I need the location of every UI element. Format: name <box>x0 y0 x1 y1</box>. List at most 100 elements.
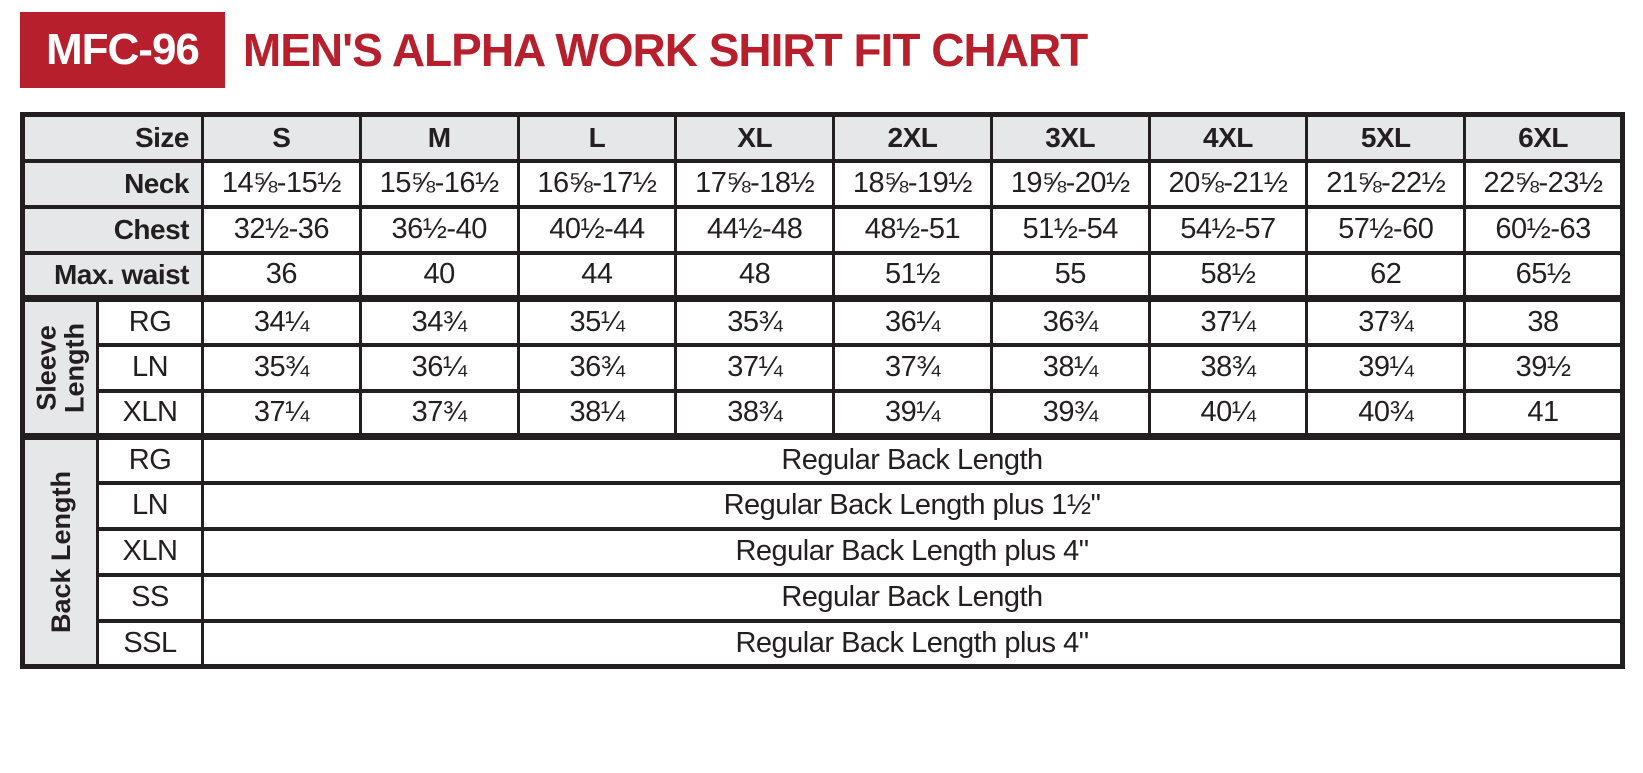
back-length-row: XLN Regular Back Length plus 4" <box>23 526 1624 577</box>
measurement-value-cell: 48½-51 <box>832 204 993 255</box>
measurement-value-cell: 14⅝-15½ <box>201 158 362 209</box>
measurement-value-cell: 48 <box>674 250 836 301</box>
page-header: MFC-96 MEN'S ALPHA WORK SHIRT FIT CHART <box>20 12 1643 88</box>
sleeve-variant-label: LN <box>96 342 204 393</box>
sleeve-length-group-label-text: Sleeve Length <box>31 322 90 413</box>
sleeve-length-group-label: Sleeve Length <box>21 295 99 439</box>
measurement-value-cell: 16⅝-17½ <box>516 158 678 209</box>
sleeve-value-cell: 36¾ <box>516 342 678 393</box>
size-header-cell: S <box>201 112 362 163</box>
back-length-value-cell: Regular Back Length <box>201 572 1624 623</box>
back-length-value-cell: Regular Back Length plus 1½" <box>201 480 1624 531</box>
sleeve-length-row: XLN 37¼ 37¾ 38¼ 38¾ 39¼ 39¾ 40¼ 40¾ 41 <box>23 388 1624 439</box>
sleeve-value-cell: 38 <box>1463 295 1624 347</box>
back-length-value-cell: Regular Back Length plus 4" <box>201 618 1624 669</box>
back-length-group-label-line: Back Length <box>45 470 76 634</box>
measurement-row: Chest 32½-36 36½-40 40½-44 44½-48 48½-51 51½-5… <box>21 204 1624 255</box>
measurement-value-cell: 40 <box>358 250 520 301</box>
measurement-label: Max. waist <box>21 250 204 301</box>
sleeve-value-cell: 37¾ <box>358 388 520 439</box>
sleeve-value-cell: 34¼ <box>201 295 362 347</box>
sleeve-length-row: LN 35¾ 36¼ 36¾ 37¼ 37¾ 38¼ 38¾ 39¼ 39½ <box>23 342 1624 393</box>
sleeve-value-cell: 40¼ <box>1147 388 1309 439</box>
measurement-value-cell: 65½ <box>1463 250 1624 301</box>
sleeve-value-cell: 37¾ <box>832 342 993 393</box>
measurement-value-cell: 57½-60 <box>1305 204 1467 255</box>
back-length-value-cell: Regular Back Length <box>201 433 1624 485</box>
measurement-value-cell: 62 <box>1305 250 1467 301</box>
sleeve-variant-label: XLN <box>96 388 204 439</box>
measurement-row: Max. waist 36 40 44 48 51½ 55 58½ 62 65½ <box>21 250 1624 301</box>
size-header-cell: 2XL <box>832 112 993 163</box>
sleeve-value-cell: 36¼ <box>358 342 520 393</box>
measurement-value-cell: 40½-44 <box>516 204 678 255</box>
measurement-value-cell: 21⅝-22½ <box>1305 158 1467 209</box>
sleeve-value-cell: 37¼ <box>201 388 362 439</box>
measurement-value-cell: 60½-63 <box>1463 204 1624 255</box>
sleeve-value-cell: 39½ <box>1463 342 1624 393</box>
measurement-value-cell: 51½-54 <box>989 204 1151 255</box>
sleeve-value-cell: 39¾ <box>989 388 1151 439</box>
measurement-row: Neck 14⅝-15½ 15⅝-16½ 16⅝-17½ 17⅝-18½ 18⅝-19½ 1… <box>21 158 1624 209</box>
measurement-value-cell: 51½ <box>832 250 993 301</box>
sleeve-value-cell: 38¾ <box>1147 342 1309 393</box>
sleeve-length-row: Sleeve Length RG 34¼ 34¾ 35¼ 35¾ 36¼ 36¾ 37¼ 37¾ 38 <box>21 295 1624 439</box>
size-corner-label: Size <box>21 112 204 163</box>
sleeve-value-cell: 35¼ <box>516 295 678 347</box>
size-header-cell: L <box>516 112 678 163</box>
back-variant-label: XLN <box>96 526 204 577</box>
back-variant-label: SSL <box>96 618 204 669</box>
back-length-row: Back Length RG Regular Back Length <box>21 433 1624 669</box>
sleeve-value-cell: 41 <box>1463 388 1624 439</box>
back-length-row: SS Regular Back Length <box>23 572 1624 623</box>
sleeve-length-group-label-line: Length <box>59 322 90 413</box>
fit-table-body: Size S M L XL 2XL 3XL 4XL 5XL 6XL Neck 14⅝-15½ 15⅝-1… <box>21 112 1624 669</box>
sleeve-value-cell: 37¼ <box>674 342 836 393</box>
size-header-cell: 6XL <box>1463 112 1624 163</box>
measurement-value-cell: 17⅝-18½ <box>674 158 836 209</box>
sleeve-value-cell: 36¼ <box>832 295 993 347</box>
size-header-cell: 5XL <box>1305 112 1467 163</box>
product-code-badge: MFC-96 <box>20 12 225 88</box>
sleeve-value-cell: 40¾ <box>1305 388 1467 439</box>
sleeve-value-cell: 35¾ <box>201 342 362 393</box>
measurement-value-cell: 22⅝-23½ <box>1463 158 1624 209</box>
fit-chart-table: Size S M L XL 2XL 3XL 4XL 5XL 6XL Neck 14⅝-15½ 15⅝-1… <box>20 112 1625 669</box>
sleeve-value-cell: 36¾ <box>989 295 1151 347</box>
sleeve-variant-label: RG <box>96 295 204 347</box>
back-variant-label: LN <box>96 480 204 531</box>
sleeve-value-cell: 38¼ <box>516 388 678 439</box>
sleeve-value-cell: 37¼ <box>1147 295 1309 347</box>
measurement-value-cell: 15⅝-16½ <box>358 158 520 209</box>
measurement-value-cell: 20⅝-21½ <box>1147 158 1309 209</box>
measurement-value-cell: 44 <box>516 250 678 301</box>
size-header-cell: XL <box>674 112 836 163</box>
sleeve-value-cell: 39¼ <box>832 388 993 439</box>
size-header-cell: 3XL <box>989 112 1151 163</box>
measurement-value-cell: 55 <box>989 250 1151 301</box>
size-header-row: Size S M L XL 2XL 3XL 4XL 5XL 6XL <box>21 112 1624 163</box>
sleeve-value-cell: 37¾ <box>1305 295 1467 347</box>
measurement-value-cell: 18⅝-19½ <box>832 158 993 209</box>
back-length-value-cell: Regular Back Length plus 4" <box>201 526 1624 577</box>
back-length-group-label: Back Length <box>21 433 99 669</box>
measurement-value-cell: 36 <box>201 250 362 301</box>
size-header-cell: 4XL <box>1147 112 1309 163</box>
page-title: MEN'S ALPHA WORK SHIRT FIT CHART <box>242 24 1088 76</box>
size-header-cell: M <box>358 112 520 163</box>
back-variant-label: RG <box>96 433 204 485</box>
measurement-value-cell: 32½-36 <box>201 204 362 255</box>
back-length-group-label-text: Back Length <box>45 470 76 634</box>
measurement-value-cell: 19⅝-20½ <box>989 158 1151 209</box>
sleeve-value-cell: 34¾ <box>358 295 520 347</box>
sleeve-value-cell: 35¾ <box>674 295 836 347</box>
sleeve-value-cell: 39¼ <box>1305 342 1467 393</box>
back-variant-label: SS <box>96 572 204 623</box>
measurement-value-cell: 36½-40 <box>358 204 520 255</box>
measurement-value-cell: 44½-48 <box>674 204 836 255</box>
measurement-value-cell: 58½ <box>1147 250 1309 301</box>
back-length-row: LN Regular Back Length plus 1½" <box>23 480 1624 531</box>
sleeve-length-group-label-line: Sleeve <box>31 324 62 411</box>
measurement-label: Neck <box>21 158 204 209</box>
measurement-value-cell: 54½-57 <box>1147 204 1309 255</box>
